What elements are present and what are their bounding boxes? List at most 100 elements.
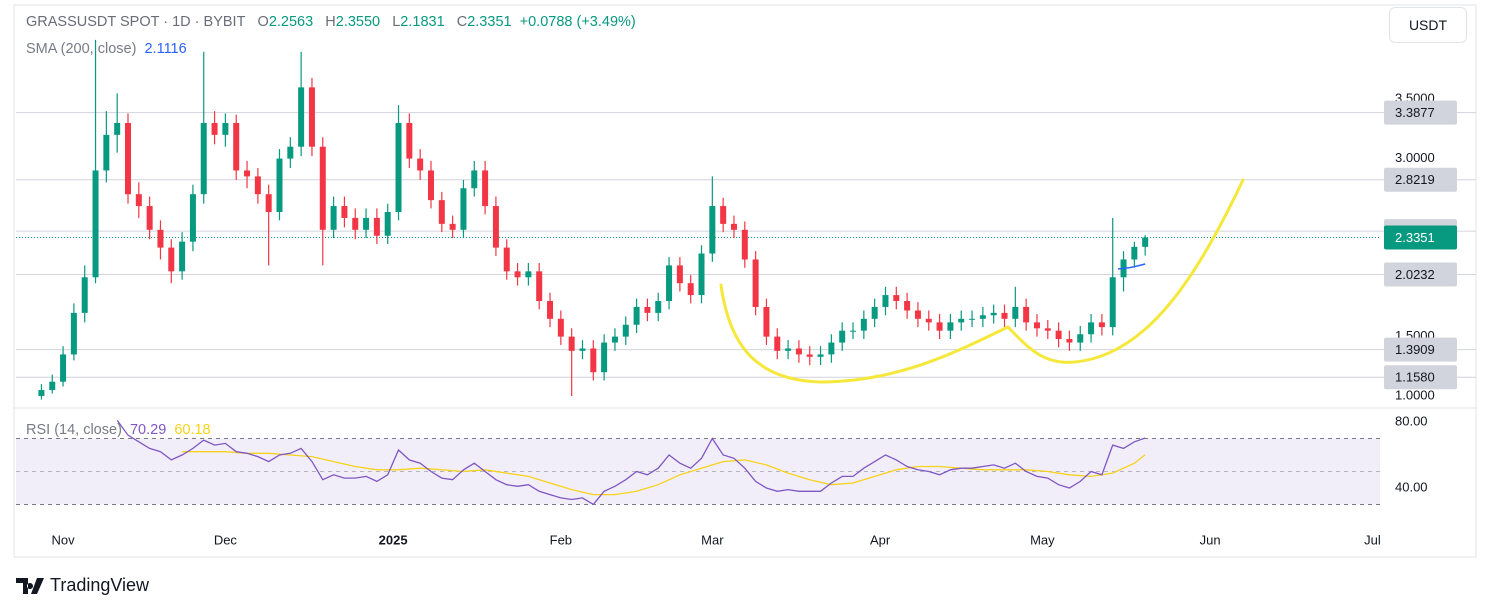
candle-body	[785, 348, 792, 351]
candle-body	[730, 223, 737, 230]
candle-body	[741, 229, 748, 260]
candle-body	[882, 295, 889, 307]
candle-body	[179, 241, 186, 272]
level-label-box	[1384, 365, 1457, 390]
candle-body	[200, 122, 207, 195]
candle-body	[244, 170, 251, 177]
candle-body	[417, 158, 424, 171]
candle-body	[124, 122, 131, 195]
chart-frame	[13, 4, 1477, 558]
candle-body	[1088, 322, 1095, 335]
level-label: 3.3877	[1395, 105, 1435, 120]
price-pane	[16, 39, 1476, 400]
candle-body	[601, 342, 608, 373]
candle-body	[720, 206, 727, 224]
candle-body	[276, 158, 283, 212]
change: +0.0788 (+3.49%)	[519, 14, 636, 30]
candle-body	[157, 229, 164, 248]
candle-body	[146, 206, 153, 230]
candle-body	[114, 122, 121, 135]
candle-body	[947, 322, 954, 331]
candle-body	[471, 170, 478, 189]
level-label-box	[1384, 337, 1457, 362]
candle-body	[709, 206, 716, 254]
ohlc-value: 2.3351	[467, 14, 512, 30]
candle-body	[1098, 322, 1105, 328]
candle-body	[427, 170, 434, 201]
symbol: GRASSUSDT SPOT · 1D · BYBIT	[26, 14, 246, 30]
candle-body	[514, 271, 521, 278]
rsi-line	[116, 420, 1146, 506]
candle-body	[168, 247, 175, 272]
candle-body	[460, 188, 467, 230]
logo: TradingView	[16, 575, 149, 596]
candle-body	[438, 200, 445, 224]
candle-wick	[571, 328, 573, 396]
level-label-box	[1384, 262, 1457, 287]
candle-body	[1033, 322, 1040, 329]
candle-body	[482, 170, 489, 207]
candle-body	[774, 336, 781, 351]
ohlc-value: 2.2563	[268, 14, 314, 30]
candle-body	[222, 122, 229, 135]
candle-body	[622, 324, 629, 337]
x-tick-label: Jul	[1364, 532, 1381, 547]
rsi-tick-label: 40.00	[1395, 479, 1428, 494]
cup-handle-drawing	[719, 178, 1245, 384]
candle-body	[395, 122, 402, 212]
candle-body	[644, 306, 651, 313]
candle-body	[189, 194, 196, 242]
candle-body	[341, 206, 348, 218]
sma-legend: SMA (200, close) 2.1116	[26, 41, 187, 57]
x-tick-label: 2025	[379, 532, 408, 547]
candle-body	[330, 206, 337, 230]
candle-body	[655, 301, 662, 313]
candle-body	[352, 217, 359, 230]
level-label-box	[1384, 167, 1457, 192]
candle-body	[611, 336, 618, 343]
candle-body	[363, 217, 370, 230]
level-label-box	[1384, 100, 1457, 125]
candle-body	[850, 330, 857, 332]
ohlc-label: O	[257, 14, 269, 30]
sma-line	[1118, 263, 1146, 270]
rsi-ma-value: 60.18	[174, 422, 211, 438]
candle-body	[687, 283, 694, 296]
rsi-tick-label: 80.00	[1395, 413, 1428, 428]
candle-body	[49, 381, 56, 391]
rsi-legend: RSI (14, close) 70.29 60.18	[26, 422, 211, 438]
candle-body	[893, 295, 900, 302]
candle-body	[1023, 306, 1030, 323]
header: GRASSUSDT SPOT · 1D · BYBIT O2.2563 H2.3…	[26, 14, 636, 30]
candle-body	[936, 322, 943, 331]
candle-body	[1055, 330, 1062, 339]
level-label: 1.3909	[1395, 342, 1435, 357]
sma-name: SMA (200, close)	[26, 41, 137, 57]
candle-body	[536, 271, 543, 302]
candle-body	[1001, 312, 1008, 319]
candle-body	[233, 122, 240, 171]
x-tick-label: Feb	[550, 532, 572, 547]
candle-body	[1142, 237, 1149, 247]
rsi-pane	[16, 420, 1380, 506]
sma-value: 2.1116	[144, 41, 187, 57]
candle-body	[38, 390, 45, 396]
candle-body	[384, 211, 391, 236]
candle-body	[254, 176, 261, 195]
currency-button[interactable]: USDT	[1389, 7, 1467, 43]
candle-body	[633, 306, 640, 325]
candle-body	[590, 348, 597, 373]
candle-body	[698, 253, 705, 296]
candle-body	[135, 194, 142, 207]
candle-body	[373, 217, 380, 236]
candle-body	[557, 318, 564, 337]
candle-body	[914, 310, 921, 319]
candle-body	[265, 194, 272, 212]
candle-body	[871, 306, 878, 319]
candle-body	[1012, 306, 1019, 319]
x-tick-label: May	[1030, 532, 1055, 547]
candle-body	[1077, 334, 1084, 343]
rsi-name: RSI (14, close)	[26, 422, 122, 438]
